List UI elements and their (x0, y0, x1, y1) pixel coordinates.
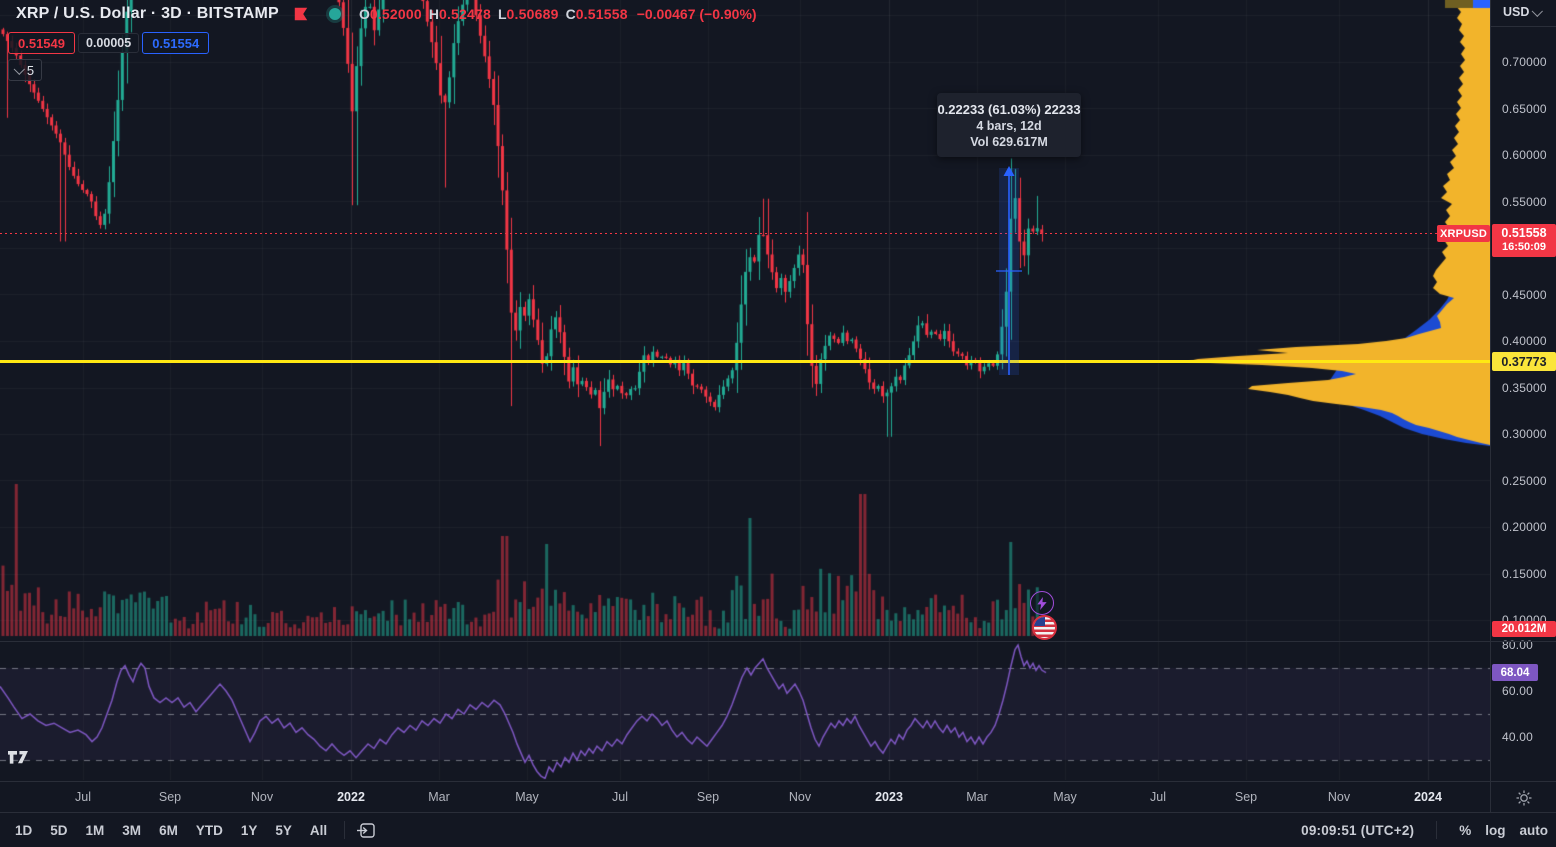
range-button-3m[interactable]: 3M (122, 822, 142, 838)
price-tick: 0.55000 (1502, 194, 1547, 209)
spread-value: 0.00005 (78, 33, 140, 53)
measure-tooltip: 0.22233 (61.03%) 22233 4 bars, 12d Vol 6… (937, 93, 1081, 157)
range-button-ytd[interactable]: YTD (195, 822, 223, 838)
price-tick: 0.60000 (1502, 148, 1547, 162)
time-tick: 2024 (1414, 790, 1442, 804)
time-tick: Jul (1150, 790, 1166, 804)
ray-price-label: 0.37773 (1492, 352, 1556, 371)
ohlc-values: O0.52000 H0.52478 L0.50689 C0.51558 −0.0… (358, 6, 757, 22)
price-tick: 0.25000 (1502, 473, 1547, 488)
current-price-line (0, 233, 1490, 234)
percent-scale-button[interactable]: % (1459, 822, 1472, 838)
time-axis[interactable]: Jul Sep Nov 2022 Mar May Jul Sep Nov 2023 Mar May Ju… (0, 781, 1556, 813)
date-range-buttons: 1D 5D 1M 3M 6M YTD 1Y 5Y All (6, 813, 376, 847)
rsi-value-label: 68.04 (1492, 664, 1538, 681)
price-change: −0.00467 (−0.90%) (636, 6, 757, 22)
time-tick: Sep (158, 790, 182, 804)
row-size-dropdown[interactable]: 5 (8, 59, 42, 81)
symbol-title[interactable]: XRP / U.S. Dollar · 3D · BITSTAMP (16, 5, 279, 22)
ask-button[interactable]: 0.51554 (142, 32, 210, 54)
time-tick: May (515, 790, 539, 804)
bottom-toolbar: 1D 5D 1M 3M 6M YTD 1Y 5Y All 09:09:51 (UTC+2) % … (0, 812, 1556, 847)
clock[interactable]: 09:09:51 (UTC+2) (1301, 822, 1415, 838)
toolbar-separator (344, 821, 346, 839)
range-button-1d[interactable]: 1D (15, 822, 33, 838)
price-tick: 0.35000 (1502, 380, 1547, 395)
time-tick: Nov (1327, 790, 1351, 804)
rsi-tick: 60.00 (1502, 684, 1534, 698)
measure-arrow (996, 166, 1022, 375)
flag-canton (1034, 617, 1045, 626)
toolbar-right: 09:09:51 (UTC+2) % log auto (1301, 813, 1548, 847)
price-tick: 0.65000 (1502, 101, 1547, 116)
time-tick: Nov (788, 790, 812, 804)
time-tick: Jul (75, 790, 91, 804)
axis-corner-divider (1490, 782, 1491, 813)
countdown-timer: 16:50:09 (1501, 241, 1547, 254)
calendar-arrow-icon (357, 822, 375, 838)
time-tick: Mar (428, 790, 450, 804)
symbol-price-tag: XRPUSD (1437, 225, 1490, 242)
pane-divider[interactable] (0, 641, 1556, 642)
price-tick: 0.45000 (1502, 287, 1547, 302)
lightning-icon (1037, 596, 1047, 610)
measure-price-change: 0.22233 (61.03%) 22233 (937, 101, 1081, 117)
us-flag-icon[interactable] (1032, 615, 1057, 640)
last-price-label: 0.51558 16:50:09 (1492, 224, 1556, 257)
chevron-down-icon (1532, 5, 1544, 17)
currency-selector[interactable]: USD (1503, 5, 1544, 19)
auto-scale-button[interactable]: auto (1519, 822, 1549, 838)
price-tick: 0.30000 (1502, 427, 1547, 441)
time-tick: 2023 (875, 790, 903, 804)
bid-button[interactable]: 0.51549 (8, 32, 75, 54)
toolbar-separator (1436, 821, 1438, 839)
measure-bar-count: 4 bars, 12d (976, 118, 1042, 133)
price-tick: 0.15000 (1502, 566, 1547, 581)
volume-value-label: 20.012M (1492, 621, 1556, 637)
range-button-all[interactable]: All (309, 822, 328, 838)
time-tick: Nov (250, 790, 274, 804)
range-button-5d[interactable]: 5D (50, 822, 68, 838)
boost-button[interactable] (1030, 591, 1054, 615)
measure-volume: Vol 629.617M (970, 134, 1048, 149)
price-tick: 0.40000 (1502, 334, 1547, 348)
axis-settings-button[interactable] (1512, 786, 1536, 810)
tradingview-logo[interactable] (8, 750, 34, 766)
time-tick: Mar (966, 790, 988, 804)
rsi-tick: 40.00 (1502, 730, 1534, 744)
range-button-1y[interactable]: 1Y (240, 822, 258, 838)
log-scale-button[interactable]: log (1485, 822, 1506, 838)
gear-icon (1516, 790, 1532, 806)
time-tick: Sep (696, 790, 720, 804)
price-tick: 0.20000 (1502, 520, 1547, 534)
go-to-date-button[interactable] (357, 822, 376, 839)
chart-legend: XRP / U.S. Dollar · 3D · BITSTAMP O0.520… (16, 5, 757, 23)
price-axis[interactable]: USD 0.70000 0.65000 0.60000 0.55000 0.45000 0… (1490, 0, 1556, 812)
time-tick: May (1053, 790, 1077, 804)
time-tick: 2022 (337, 790, 365, 804)
axis-divider (1491, 26, 1556, 27)
time-tick: Sep (1234, 790, 1258, 804)
range-button-5y[interactable]: 5Y (275, 822, 292, 838)
market-status-icon[interactable] (328, 8, 341, 20)
horizontal-ray-line[interactable] (0, 360, 1490, 363)
bid-ask-row: 0.51549 0.00005 0.51554 (8, 32, 210, 54)
flag-icon[interactable] (293, 6, 309, 22)
range-button-1m[interactable]: 1M (85, 822, 105, 838)
chevron-down-icon (13, 63, 25, 75)
range-button-6m[interactable]: 6M (159, 822, 178, 838)
price-tick: 0.70000 (1502, 55, 1547, 69)
chart-canvas[interactable] (0, 0, 1490, 780)
time-tick: Jul (612, 790, 628, 804)
